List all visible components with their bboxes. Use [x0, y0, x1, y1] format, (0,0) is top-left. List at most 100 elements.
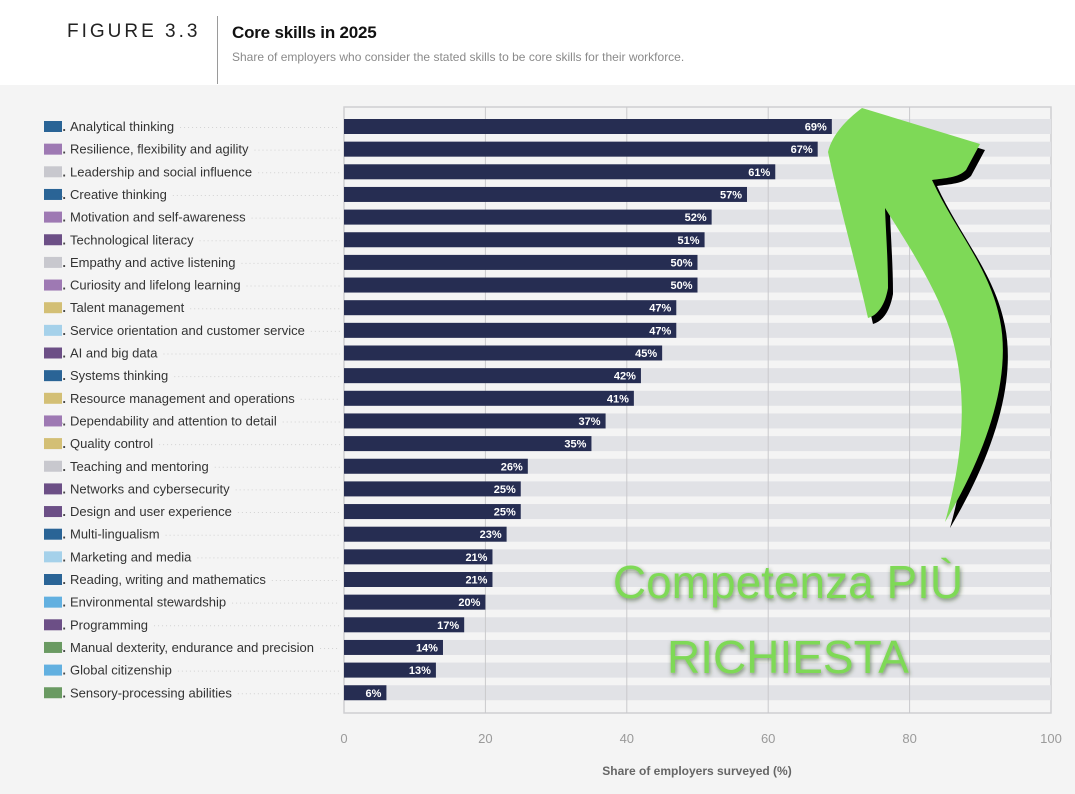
bar [344, 594, 486, 610]
bar-track [344, 685, 1051, 701]
category-label: Talent management [70, 300, 185, 315]
bar-value-label: 45% [635, 348, 657, 360]
bar-value-label: 21% [465, 552, 487, 564]
category-swatch [44, 687, 62, 699]
bar-value-label: 57% [720, 189, 742, 201]
bar [344, 413, 606, 429]
category-label: Quality control [70, 436, 153, 451]
bar [344, 300, 677, 316]
bar-track [344, 549, 1051, 565]
bars: 69% 67% 61% 57% 52% 51% 50% 50% 47% 47% 45% 42% 41% 3… [344, 119, 832, 701]
annotation-text-line-1: Competenza PIÙ [613, 556, 963, 608]
category-swatch [44, 483, 62, 495]
category-swatch [44, 438, 62, 450]
category-label: Leadership and social influence [70, 164, 252, 179]
bar-value-label: 67% [791, 144, 813, 156]
bar [344, 526, 507, 542]
chart-title: Core skills in 2025 [232, 23, 377, 42]
bar [344, 119, 832, 134]
bar-value-label: 52% [685, 212, 707, 224]
x-tick-label: 40 [620, 731, 634, 746]
category-label: Sensory-processing abilities [70, 685, 232, 700]
bar-value-label: 50% [670, 257, 692, 269]
bar [344, 549, 493, 565]
category-swatch [44, 211, 62, 223]
category-swatch [44, 324, 62, 336]
bar-value-label: 21% [465, 575, 487, 587]
category-label: Analytical thinking [70, 119, 174, 134]
x-axis-ticks: 0 20 40 60 80 100 [340, 731, 1061, 746]
category-label: Reading, writing and mathematics [70, 572, 266, 587]
bar-value-label: 41% [607, 393, 629, 405]
bar-track [344, 662, 1051, 678]
category-label: Motivation and self-awareness [70, 210, 246, 225]
category-swatch [44, 619, 62, 631]
category-swatch [44, 256, 62, 268]
bar-track [344, 639, 1051, 655]
chart-subtitle: Share of employers who consider the stat… [232, 50, 685, 64]
category-label: Dependability and attention to detail [70, 413, 277, 428]
category-swatch [44, 143, 62, 155]
category-label: Environmental stewardship [70, 595, 226, 610]
bar [344, 639, 443, 655]
x-tick-label: 100 [1040, 731, 1062, 746]
category-swatch [44, 415, 62, 427]
bar-track [344, 572, 1051, 587]
bar-value-label: 17% [437, 620, 459, 632]
bar-track [344, 594, 1051, 610]
category-label: Manual dexterity, endurance and precisio… [70, 640, 314, 655]
bar [344, 504, 521, 520]
bar-value-label: 25% [494, 484, 516, 496]
category-label: Networks and cybersecurity [70, 481, 230, 496]
category-swatch [44, 188, 62, 200]
category-swatch [44, 370, 62, 382]
category-swatch [44, 234, 62, 246]
bar [344, 368, 641, 384]
bar-value-label: 13% [409, 665, 431, 677]
bar [344, 685, 387, 701]
bar-value-label: 14% [416, 642, 438, 654]
bar-value-label: 47% [649, 303, 671, 315]
category-swatch [44, 551, 62, 563]
bar-value-label: 50% [670, 280, 692, 292]
category-label: Technological literacy [70, 232, 194, 247]
category-label: Curiosity and lifelong learning [70, 278, 241, 293]
category-swatch [44, 596, 62, 608]
bar [344, 277, 698, 293]
x-axis-title: Share of employers surveyed (%) [602, 764, 791, 778]
x-tick-label: 80 [902, 731, 916, 746]
category-label: Marketing and media [70, 549, 192, 564]
category-swatch [44, 121, 62, 132]
category-label: Multi-lingualism [70, 527, 160, 542]
bar-value-label: 47% [649, 325, 671, 337]
bar [344, 436, 592, 452]
bar-value-label: 6% [366, 688, 382, 700]
green-arrow-icon [828, 108, 1008, 528]
category-label: Resource management and operations [70, 391, 295, 406]
annotations: Competenza PIÙ RICHIESTA [613, 108, 1008, 683]
bar-value-label: 51% [678, 235, 700, 247]
bar [344, 390, 634, 406]
bar [344, 458, 528, 474]
arrow-body [828, 108, 1003, 522]
x-tick-label: 20 [478, 731, 492, 746]
category-swatch [44, 347, 62, 359]
bar [344, 662, 436, 678]
category-swatch [44, 528, 62, 540]
bar-value-label: 42% [614, 371, 636, 383]
category-labels: 1.Analytical thinking2.Resilience, flexi… [44, 119, 340, 700]
category-label: Creative thinking [70, 187, 167, 202]
bar [344, 481, 521, 497]
category-label: Design and user experience [70, 504, 232, 519]
bar-value-label: 35% [564, 439, 586, 451]
category-swatch [44, 392, 62, 404]
bar [344, 209, 712, 225]
category-swatch [44, 302, 62, 314]
category-swatch [44, 166, 62, 178]
bar-track [344, 617, 1051, 633]
category-label: Teaching and mentoring [70, 459, 209, 474]
bar [344, 186, 747, 202]
category-label: AI and big data [70, 346, 158, 361]
category-label: Systems thinking [70, 368, 168, 383]
